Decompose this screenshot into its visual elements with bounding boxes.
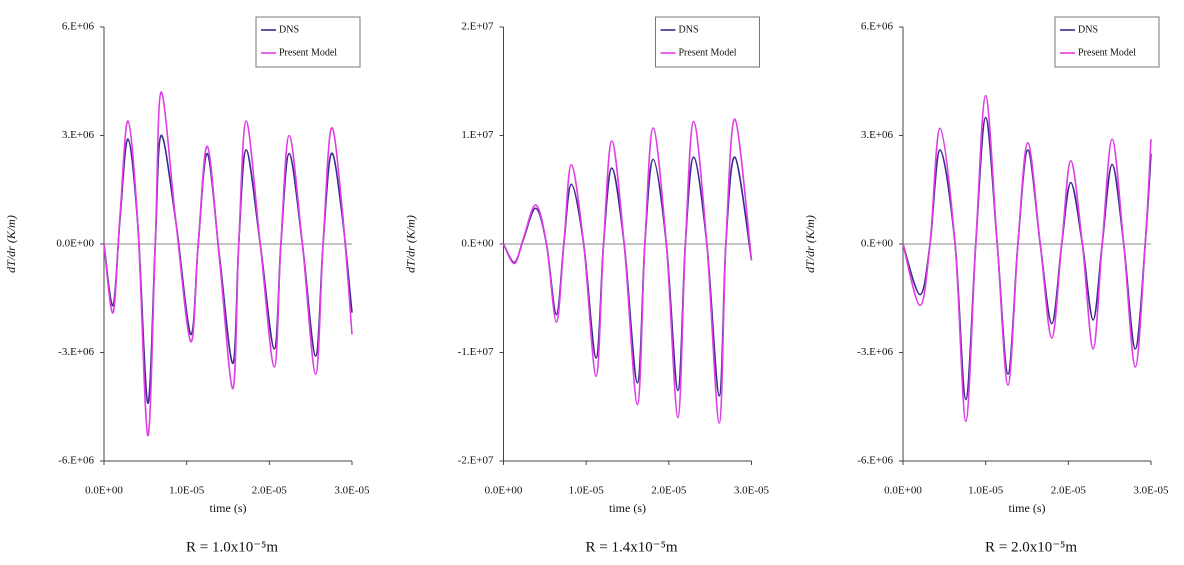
legend: DNS Present Model: [655, 16, 760, 68]
legend: DNS Present Model: [255, 16, 361, 68]
x-tick-label: 0.0E+00: [884, 485, 922, 497]
y-tick-label: -6.E+06: [857, 455, 893, 467]
x-tick-label: 3.0E-05: [334, 485, 370, 497]
legend-label: Present Model: [279, 47, 337, 58]
y-tick-label: -2.E+07: [458, 455, 494, 467]
x-tick-label: 0.0E+00: [85, 485, 123, 497]
caption: R = 2.0x10⁻⁵m: [985, 539, 1077, 555]
legend-label: DNS: [679, 24, 699, 35]
y-tick-label: -6.E+06: [58, 455, 94, 467]
y-tick-label: 3.E+06: [861, 129, 894, 141]
legend-box: [655, 16, 760, 68]
x-tick-label: 1.0E-05: [569, 485, 605, 497]
x-tick-label: 2.0E-05: [651, 485, 687, 497]
y-tick-label: 6.E+06: [62, 21, 95, 33]
series-line: [502, 156, 753, 397]
x-tick-label: 1.0E-05: [968, 485, 1004, 497]
y-tick-label: -3.E+06: [58, 346, 94, 358]
legend-label: Present Model: [679, 47, 737, 58]
x-tick-label: 1.0E-05: [169, 485, 205, 497]
y-axis-label: dT/dr (K/m): [4, 215, 18, 273]
y-axis-label: dT/dr (K/m): [803, 215, 817, 273]
legend: DNS Present Model: [1054, 16, 1160, 68]
y-axis-label: dT/dr (K/m): [403, 215, 417, 273]
legend-box: [1054, 16, 1160, 68]
caption: R = 1.4x10⁻⁵m: [585, 539, 677, 555]
x-axis-label: time (s): [1009, 501, 1046, 515]
x-tick-label: 3.0E-05: [734, 485, 770, 497]
x-axis-label: time (s): [210, 501, 247, 515]
legend-label: Present Model: [1078, 47, 1136, 58]
y-tick-label: 0.E+00: [461, 238, 494, 250]
legend-label: DNS: [279, 24, 299, 35]
legend-label: DNS: [1078, 24, 1098, 35]
legend-box: [255, 16, 361, 68]
x-tick-label: 2.0E-05: [1051, 485, 1087, 497]
series-line: [103, 91, 353, 437]
y-tick-label: -1.E+07: [458, 346, 494, 358]
chart-panel: 2.E+07 1.E+07 0.E+00 -1.E+07 -2.E+07 0.0E+00 1…: [403, 16, 770, 555]
x-axis-label: time (s): [609, 501, 646, 515]
y-tick-label: 1.E+07: [461, 129, 494, 141]
series-line: [902, 116, 1152, 401]
y-tick-label: 2.E+07: [461, 21, 494, 33]
x-tick-label: 0.0E+00: [485, 485, 523, 497]
y-tick-label: 3.E+06: [62, 129, 95, 141]
series-line: [502, 118, 753, 424]
y-tick-label: 6.E+06: [861, 21, 894, 33]
chart-panel: 6.E+06 3.E+06 0.0E+00 -3.E+06 -6.E+06 0.0E+00…: [4, 16, 370, 555]
x-tick-label: 2.0E-05: [252, 485, 288, 497]
y-tick-label: 0.0E+00: [56, 238, 94, 250]
y-tick-label: 0.E+00: [861, 238, 894, 250]
y-tick-label: -3.E+06: [857, 346, 893, 358]
caption: R = 1.0x10⁻⁵m: [186, 539, 278, 555]
series-line: [902, 94, 1152, 423]
x-tick-label: 3.0E-05: [1133, 485, 1169, 497]
chart-panel: 6.E+06 3.E+06 0.E+00 -3.E+06 -6.E+06 0.0E+00 1…: [803, 16, 1169, 555]
